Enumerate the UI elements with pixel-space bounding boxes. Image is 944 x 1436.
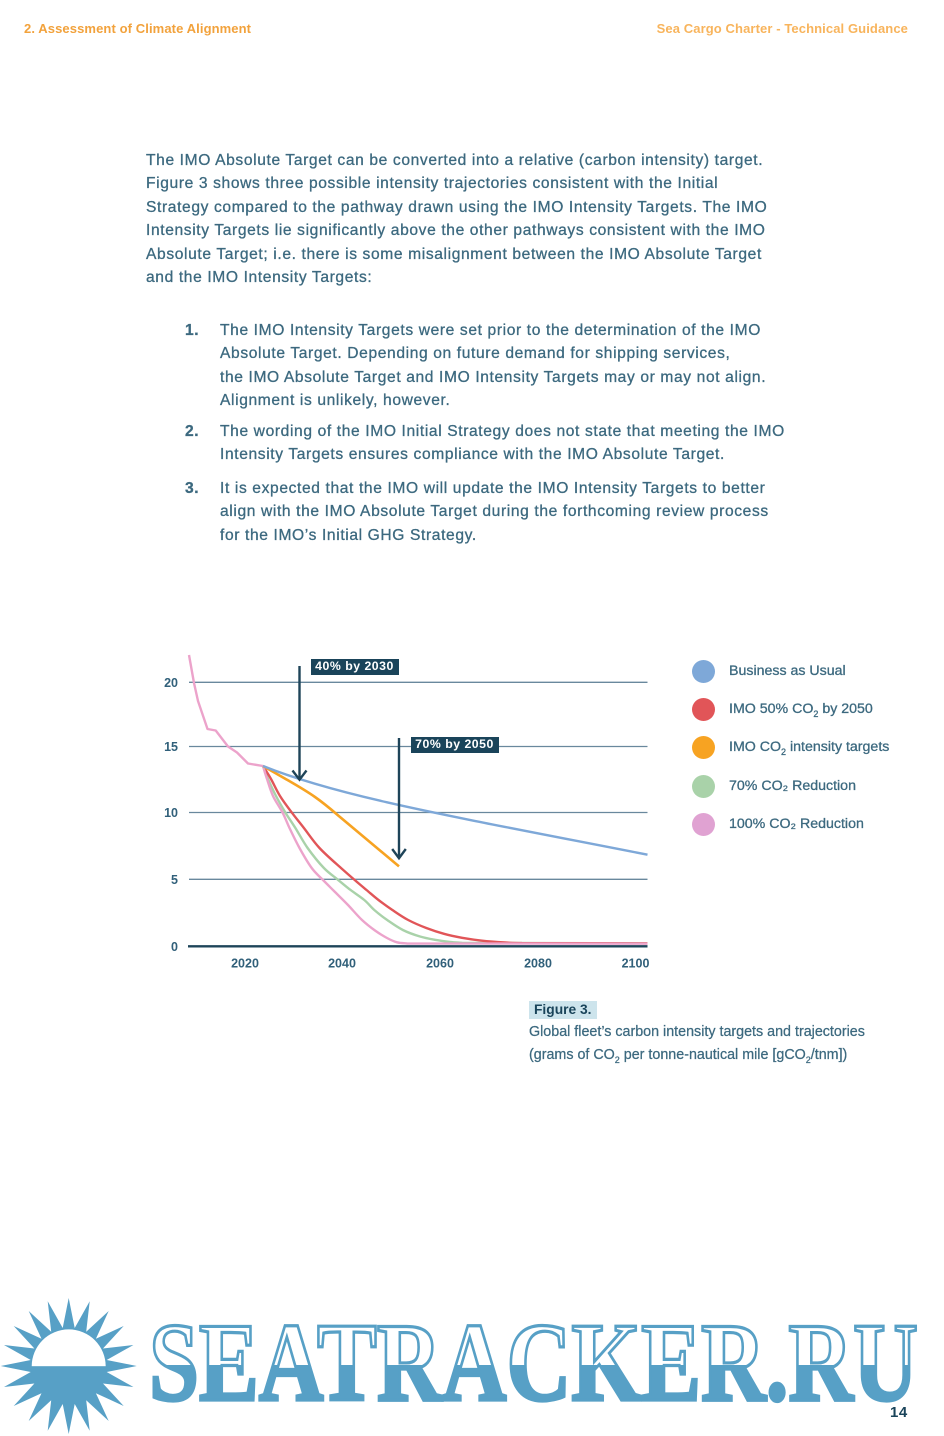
svg-text:2080: 2080 bbox=[524, 957, 552, 971]
svg-text:0: 0 bbox=[171, 940, 178, 954]
svg-text:10: 10 bbox=[164, 806, 178, 820]
svg-text:5: 5 bbox=[171, 873, 178, 887]
svg-text:2060: 2060 bbox=[426, 957, 454, 971]
svg-text:2020: 2020 bbox=[231, 957, 259, 971]
svg-text:SEATRACKER.RU: SEATRACKER.RU bbox=[149, 1301, 918, 1425]
svg-text:2040: 2040 bbox=[328, 957, 356, 971]
svg-text:15: 15 bbox=[164, 740, 178, 754]
svg-text:2100: 2100 bbox=[622, 957, 650, 971]
svg-text:20: 20 bbox=[164, 676, 178, 690]
